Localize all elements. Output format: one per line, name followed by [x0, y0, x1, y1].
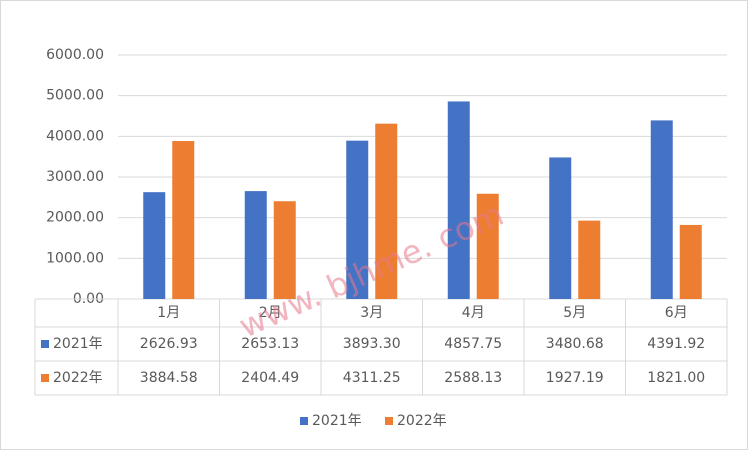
table-value: 1927.19	[546, 370, 604, 386]
bar	[679, 224, 702, 299]
table-value: 2653.13	[241, 336, 299, 352]
y-tick-label: 1000.00	[46, 250, 104, 266]
x-tick-label: 2月	[259, 305, 282, 321]
y-tick-label: 3000.00	[46, 169, 104, 185]
bar	[447, 101, 470, 299]
table-value: 2588.13	[444, 370, 502, 386]
table-value: 1821.00	[647, 370, 705, 386]
bar	[650, 120, 673, 299]
table-value: 3884.58	[140, 370, 198, 386]
table-value: 2404.49	[241, 370, 299, 386]
x-tick-label: 1月	[157, 305, 180, 321]
bar	[375, 123, 398, 299]
y-tick-label: 4000.00	[46, 128, 104, 144]
table-value: 4857.75	[444, 336, 502, 352]
bar	[244, 191, 267, 299]
y-tick-label: 5000.00	[46, 88, 104, 104]
table-value: 4391.92	[647, 336, 705, 352]
bar	[172, 141, 195, 299]
legend-label: 2022年	[397, 413, 447, 429]
table-row-label: 2022年	[53, 370, 103, 386]
bar	[346, 140, 369, 299]
table-value: 2626.93	[140, 336, 198, 352]
bar	[273, 201, 296, 299]
bar	[143, 192, 166, 299]
bar	[476, 193, 499, 299]
legend-key	[300, 417, 308, 425]
table-row-label: 2021年	[53, 336, 103, 352]
bar	[549, 157, 572, 299]
table-legend-key	[41, 340, 49, 348]
table-value: 4311.25	[343, 370, 401, 386]
legend-key	[385, 417, 393, 425]
table-value: 3480.68	[546, 336, 604, 352]
table-legend-key	[41, 374, 49, 382]
x-tick-label: 4月	[462, 305, 485, 321]
x-tick-label: 5月	[563, 305, 586, 321]
bar	[578, 220, 601, 299]
table-value: 3893.30	[343, 336, 401, 352]
legend-label: 2021年	[312, 413, 362, 429]
y-tick-label: 6000.00	[46, 47, 104, 63]
x-tick-label: 6月	[665, 305, 688, 321]
y-tick-label: 2000.00	[46, 210, 104, 226]
x-tick-label: 3月	[360, 305, 383, 321]
